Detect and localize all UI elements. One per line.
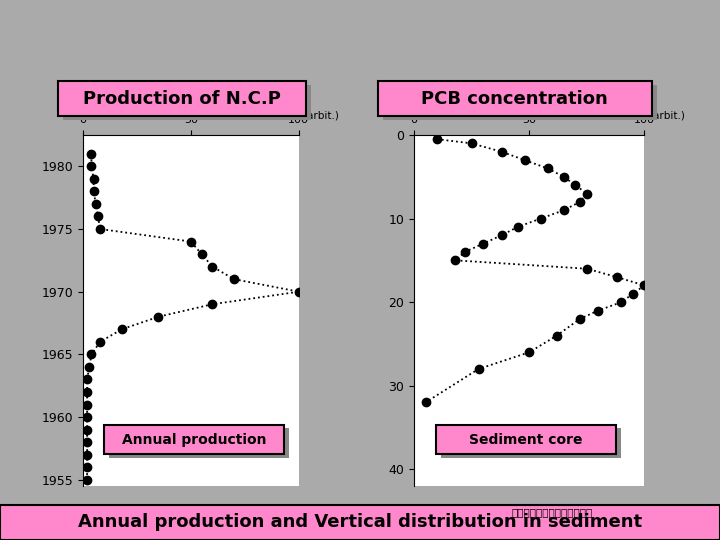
Text: PCB concentration: PCB concentration: [421, 90, 608, 107]
Text: Annual production and Vertical distribution in sediment: Annual production and Vertical distribut…: [78, 514, 642, 531]
FancyBboxPatch shape: [0, 505, 720, 540]
FancyBboxPatch shape: [104, 424, 284, 455]
FancyBboxPatch shape: [383, 85, 657, 120]
FancyBboxPatch shape: [436, 424, 616, 455]
Text: Sediment core: Sediment core: [469, 433, 582, 447]
Text: 年次別ＰＣＢ出荷量: 年次別ＰＣＢ出荷量: [161, 507, 220, 517]
FancyBboxPatch shape: [109, 429, 289, 458]
Text: Annual production: Annual production: [122, 433, 266, 447]
FancyBboxPatch shape: [5, 509, 720, 540]
Text: 底質中ＰＣＢ濃度の鲛直分布: 底質中ＰＣＢ濃度の鲛直分布: [512, 508, 593, 518]
FancyBboxPatch shape: [441, 429, 621, 458]
Text: (arbit.): (arbit.): [649, 111, 685, 121]
Text: (arbit.): (arbit.): [303, 111, 339, 121]
FancyBboxPatch shape: [378, 81, 652, 116]
FancyBboxPatch shape: [63, 85, 311, 120]
Text: Production of N.C.P: Production of N.C.P: [83, 90, 281, 107]
FancyBboxPatch shape: [58, 81, 306, 116]
Text: depth(cm): depth(cm): [387, 503, 445, 514]
